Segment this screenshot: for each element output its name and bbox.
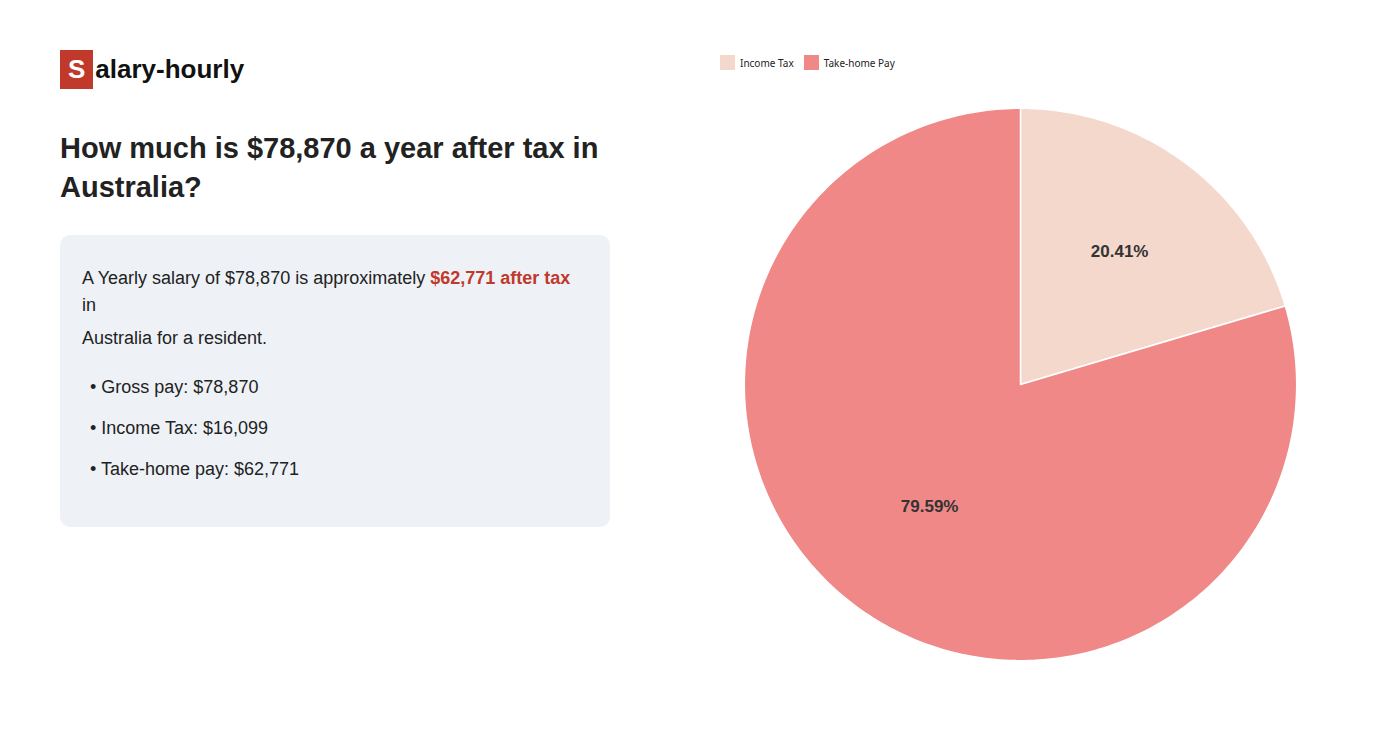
svg-text:20.41%: 20.41% [1091, 242, 1149, 261]
svg-text:79.59%: 79.59% [901, 497, 959, 516]
html-text:• Take-home pay: $62,771: • Take-home pay: $62,771 [90, 459, 300, 480]
html-text:• Income Tax: $16,099: • Income Tax: $16,099 [90, 418, 269, 439]
html-text:Income Tax: Income Tax [740, 55, 794, 70]
html-text:Take-home Pay: Take-home Pay [823, 55, 895, 70]
html-text:Australia for a resident.: Australia for a resident. [82, 328, 268, 349]
html-text:A Yearly salary of $78,870 is: A Yearly salary of $78,870 is approximat… [82, 268, 571, 289]
html-text:S alary-hourly: S alary-hourly [68, 54, 245, 84]
html-text:• Gross pay: $78,870: • Gross pay: $78,870 [90, 377, 259, 398]
html-text:in: in [82, 295, 96, 316]
html-text:How much is $78,870 a year aft: How much is $78,870 a year after tax in … [60, 132, 599, 204]
